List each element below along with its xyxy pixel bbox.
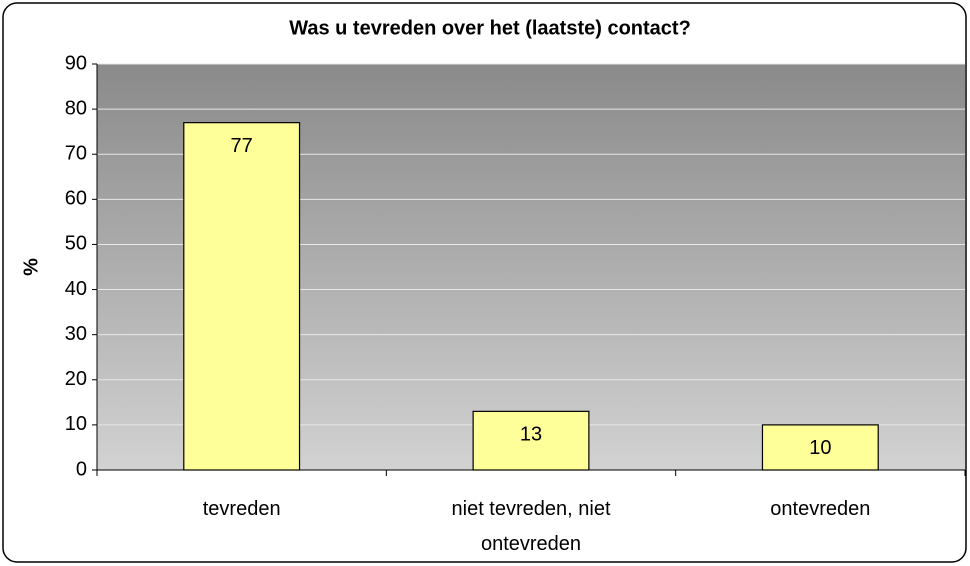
x-tick-label-box: niet tevreden, niet ontevreden [451, 498, 611, 555]
data-label: 77 [231, 135, 253, 157]
x-tick-label: tevreden [202, 498, 281, 520]
y-axis-label: % [20, 258, 42, 276]
y-tick-label: 70 [65, 143, 87, 165]
x-tick-label: ontevreden [770, 498, 871, 520]
y-tick-label: 60 [65, 188, 87, 210]
y-tick-label: 10 [65, 413, 87, 435]
x-tick-label: niet tevreden, niet ontevreden [451, 498, 611, 555]
x-tick-label-box: ontevreden [770, 498, 871, 520]
data-label: 13 [520, 424, 542, 446]
bar [183, 122, 301, 471]
y-tick-label: 80 [65, 97, 87, 119]
y-tick-label: 50 [65, 233, 87, 255]
y-tick-label: 40 [65, 278, 87, 300]
bar [472, 410, 590, 471]
y-tick-label: 90 [65, 52, 87, 74]
y-tick-label: 0 [76, 458, 87, 480]
y-tick-label: 30 [65, 323, 87, 345]
chart-title: Was u tevreden over het (laatste) contac… [289, 17, 691, 39]
data-label: 10 [809, 437, 831, 459]
y-tick-label: 20 [65, 368, 87, 390]
bar [761, 424, 879, 471]
x-tick-label-box: tevreden [202, 498, 281, 520]
